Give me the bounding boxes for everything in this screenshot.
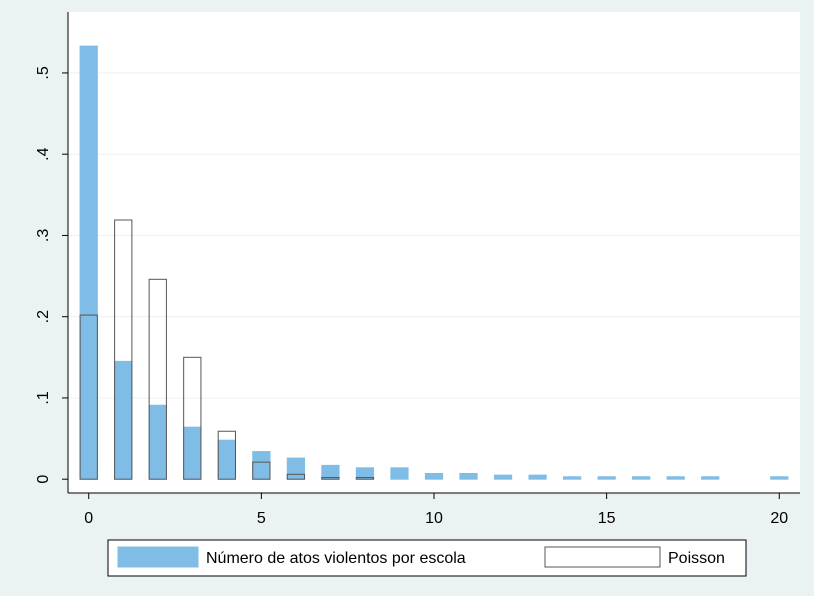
bar (770, 476, 789, 480)
x-tick-label: 5 (257, 510, 266, 527)
bar (390, 467, 409, 480)
bar (493, 474, 513, 480)
bar (562, 476, 582, 480)
bar (79, 314, 98, 480)
bar (148, 404, 167, 480)
bar (252, 451, 271, 480)
bar (148, 278, 167, 480)
bar (252, 461, 271, 480)
bar (183, 356, 202, 480)
bar (286, 457, 306, 480)
x-tick-label: 20 (770, 510, 788, 527)
legend-swatch (117, 546, 199, 568)
y-tick-label: 0 (35, 475, 52, 484)
y-tick-label: .3 (35, 229, 52, 242)
x-tick-label: 0 (84, 510, 93, 527)
legend-label: Número de atos violentos por escola (206, 550, 466, 567)
bar (217, 430, 236, 480)
x-tick-label: 10 (425, 510, 443, 527)
bar (286, 473, 306, 480)
bar (79, 45, 98, 480)
bar (217, 439, 236, 480)
y-tick-label: .5 (35, 66, 52, 79)
bar (355, 477, 375, 480)
bar (666, 476, 685, 480)
bar (459, 473, 478, 480)
bar (114, 219, 133, 480)
y-tick-label: .1 (35, 391, 52, 404)
bar (528, 474, 547, 480)
bar (597, 476, 616, 480)
bar (114, 360, 133, 480)
legend-swatch (544, 546, 661, 568)
bar (632, 476, 651, 480)
x-tick-label: 15 (598, 510, 616, 527)
bar (183, 426, 202, 480)
plot-area (68, 12, 800, 493)
bar (321, 477, 340, 480)
bar (701, 476, 720, 480)
legend-label: Poisson (668, 550, 725, 567)
y-tick-label: .4 (35, 147, 52, 160)
y-tick-label: .2 (35, 310, 52, 323)
bar (424, 473, 444, 480)
